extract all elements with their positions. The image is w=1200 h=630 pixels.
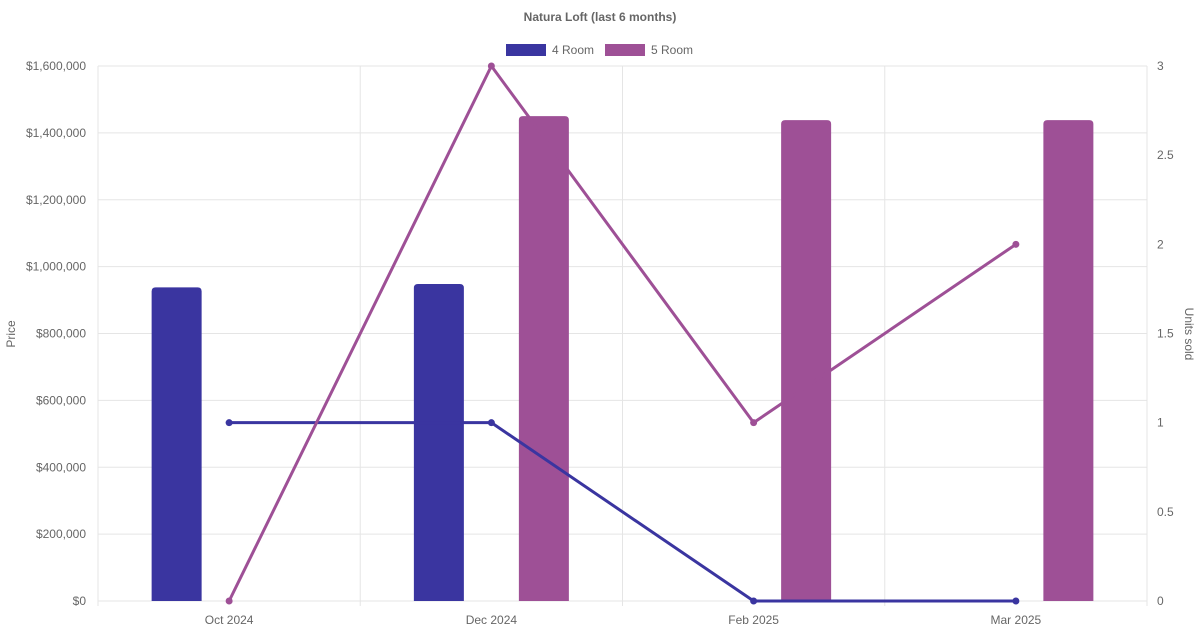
y-tick-label: $1,400,000 [26,126,86,140]
y2-tick-label: 1.5 [1157,327,1174,341]
point-5-room [1012,240,1020,248]
legend: 4 Room 5 Room [506,43,693,57]
x-tick-label: Feb 2025 [728,613,779,627]
y2-tick-label: 0.5 [1157,505,1174,519]
chart-title: Natura Loft (last 6 months) [524,10,677,24]
y-tick-label: $1,600,000 [26,59,86,73]
legend-label-4-room: 4 Room [552,43,594,57]
legend-swatch-5-room [605,44,645,56]
x-tick-label: Oct 2024 [205,613,254,627]
grid [97,65,1148,606]
y-tick-label: $600,000 [36,393,86,407]
y2-tick-label: 0 [1157,594,1164,608]
x-tick-label: Mar 2025 [991,613,1042,627]
bar-5-room [518,116,569,601]
y2-axis-title: Units sold [1182,308,1196,361]
y-axis-title: Price [4,320,18,348]
bar-5-room [1043,120,1094,601]
y-tick-label: $1,000,000 [26,260,86,274]
x-axis-ticks: Oct 2024 Dec 2024 Feb 2025 Mar 2025 [205,613,1042,627]
point-5-room [487,62,495,70]
bars [151,116,1094,601]
y-tick-label: $400,000 [36,460,86,474]
lines [225,62,1020,605]
y2-tick-label: 1 [1157,416,1164,430]
legend-swatch-4-room [506,44,546,56]
bar-5-room [781,120,832,601]
point-5-room [750,419,758,427]
bar-4-room [151,287,202,601]
point-5-room [225,597,233,605]
line-4-room [229,421,1016,603]
legend-item-4-room[interactable]: 4 Room [506,43,594,57]
x-tick-label: Dec 2024 [466,613,518,627]
y2-tick-label: 2.5 [1157,148,1174,162]
line-5-room [227,64,1017,602]
y2-tick-label: 3 [1157,59,1164,73]
y-tick-label: $1,200,000 [26,193,86,207]
legend-label-5-room: 5 Room [651,43,693,57]
y2-axis-ticks: 0 0.5 1 1.5 2 2.5 3 [1157,59,1174,608]
y2-tick-label: 2 [1157,237,1164,251]
y-tick-label: $200,000 [36,527,86,541]
legend-item-5-room[interactable]: 5 Room [605,43,693,57]
point-4-room [225,419,233,427]
y-tick-label: $0 [73,594,87,608]
point-4-room [750,597,758,605]
y-axis-ticks: $0 $200,000 $400,000 $600,000 $800,000 $1,000… [26,59,86,608]
point-4-room [1012,597,1020,605]
y-tick-label: $800,000 [36,327,86,341]
bar-4-room [413,284,464,601]
point-4-room [487,419,495,427]
